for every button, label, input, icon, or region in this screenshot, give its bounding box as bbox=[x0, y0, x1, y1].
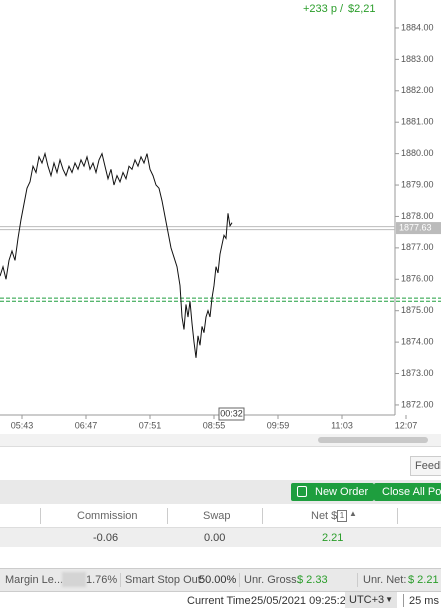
y-tick-label: 1883.00 bbox=[401, 54, 434, 64]
net-value: $ 2.21 bbox=[408, 574, 439, 586]
price-chart: +233 p / $2,21 1884.00 1883.00 1882.00 1881… bbox=[0, 0, 441, 430]
gross-value: $ 2.33 bbox=[297, 574, 328, 586]
sort-arrow: ▲ bbox=[349, 509, 357, 518]
y-tick-label: 1875.00 bbox=[401, 305, 434, 315]
y-tick-label: 1884.00 bbox=[401, 22, 434, 32]
net-cell: 2.21 bbox=[322, 532, 344, 544]
column-separator bbox=[167, 508, 168, 524]
margin-value: 1.76% bbox=[86, 574, 118, 586]
gross-label: Unr. Gross: bbox=[244, 574, 300, 586]
y-tick-label: 1881.00 bbox=[401, 117, 434, 127]
y-tick-label: 1882.00 bbox=[401, 85, 434, 95]
column-header[interactable]: Swap bbox=[203, 510, 231, 522]
time-label: Current Time: bbox=[187, 595, 254, 607]
column-separator bbox=[397, 508, 398, 524]
blurred-value bbox=[62, 572, 86, 587]
x-tick-label: 07:51 bbox=[139, 420, 162, 430]
scroll-thumb[interactable] bbox=[318, 437, 428, 443]
x-tick-label: 06:47 bbox=[75, 420, 98, 430]
timezone: UTC+3 bbox=[349, 594, 385, 606]
footer-separator bbox=[403, 594, 404, 607]
stop-out-value: 50.00% bbox=[199, 574, 237, 586]
swap-cell: 0.00 bbox=[204, 532, 226, 544]
y-tick-label: 1878.00 bbox=[401, 211, 434, 221]
price-label-box bbox=[396, 222, 441, 235]
cursor-label: 00:32 bbox=[220, 408, 243, 418]
status-separator bbox=[120, 573, 121, 587]
sort-icon[interactable]: 1 bbox=[337, 510, 347, 522]
y-tick-label: 1880.00 bbox=[401, 148, 434, 158]
dropdown-arrow: ▼ bbox=[385, 595, 393, 604]
pnl-points: +233 p / bbox=[303, 3, 344, 15]
timezone-select[interactable]: UTC+3 ▼ bbox=[345, 592, 397, 608]
price-line-series bbox=[0, 151, 233, 358]
x-tick-label: 12:07 bbox=[395, 420, 418, 430]
y-tick-label: 1873.00 bbox=[401, 368, 434, 378]
divider bbox=[0, 446, 441, 447]
table-header: Commission Swap Net $ 1 ▲ bbox=[0, 505, 441, 528]
new-order-label: New Order bbox=[315, 486, 369, 498]
price-label: 1877.63 bbox=[399, 222, 432, 232]
status-bar: Margin Le... 1.76% Smart Stop Out: 50.00… bbox=[0, 568, 441, 592]
column-separator bbox=[262, 508, 263, 524]
y-tick-label: 1876.00 bbox=[401, 274, 434, 284]
cursor-label-box bbox=[218, 407, 245, 421]
column-header[interactable]: Commission bbox=[77, 510, 138, 522]
table-row[interactable]: -0.06 0.00 2.21 bbox=[0, 528, 441, 547]
x-tick-label: 08:55 bbox=[203, 420, 226, 430]
current-time: 25/05/2021 09:25:27 bbox=[251, 595, 352, 607]
x-tick-label: 11:03 bbox=[331, 420, 353, 430]
new-order-button[interactable]: New Order bbox=[291, 483, 375, 501]
x-tick-label: 09:59 bbox=[267, 420, 290, 430]
column-header[interactable]: Net $ bbox=[311, 510, 338, 522]
x-tick-label: 05:43 bbox=[11, 420, 34, 430]
pnl-amount: $2,21 bbox=[348, 3, 376, 15]
y-tick-label: 1879.00 bbox=[401, 179, 434, 189]
latency: 25 ms bbox=[409, 595, 439, 607]
y-tick-label: 1872.00 bbox=[401, 399, 434, 409]
y-tick-label: 1877.00 bbox=[401, 242, 434, 252]
net-label: Unr. Net: bbox=[363, 574, 407, 586]
order-icon bbox=[297, 486, 307, 497]
status-separator bbox=[357, 573, 358, 587]
y-tick-label: 1874.00 bbox=[401, 336, 434, 346]
status-separator bbox=[239, 573, 240, 587]
commission-cell: -0.06 bbox=[93, 532, 119, 544]
feedback-button[interactable]: Feedb bbox=[410, 456, 441, 476]
scrollbar[interactable] bbox=[0, 434, 441, 446]
stop-out-label: Smart Stop Out: bbox=[125, 574, 204, 586]
close-all-button[interactable]: Close All Pos bbox=[374, 483, 441, 501]
margin-label: Margin Le... bbox=[5, 574, 64, 586]
column-separator bbox=[40, 508, 41, 524]
